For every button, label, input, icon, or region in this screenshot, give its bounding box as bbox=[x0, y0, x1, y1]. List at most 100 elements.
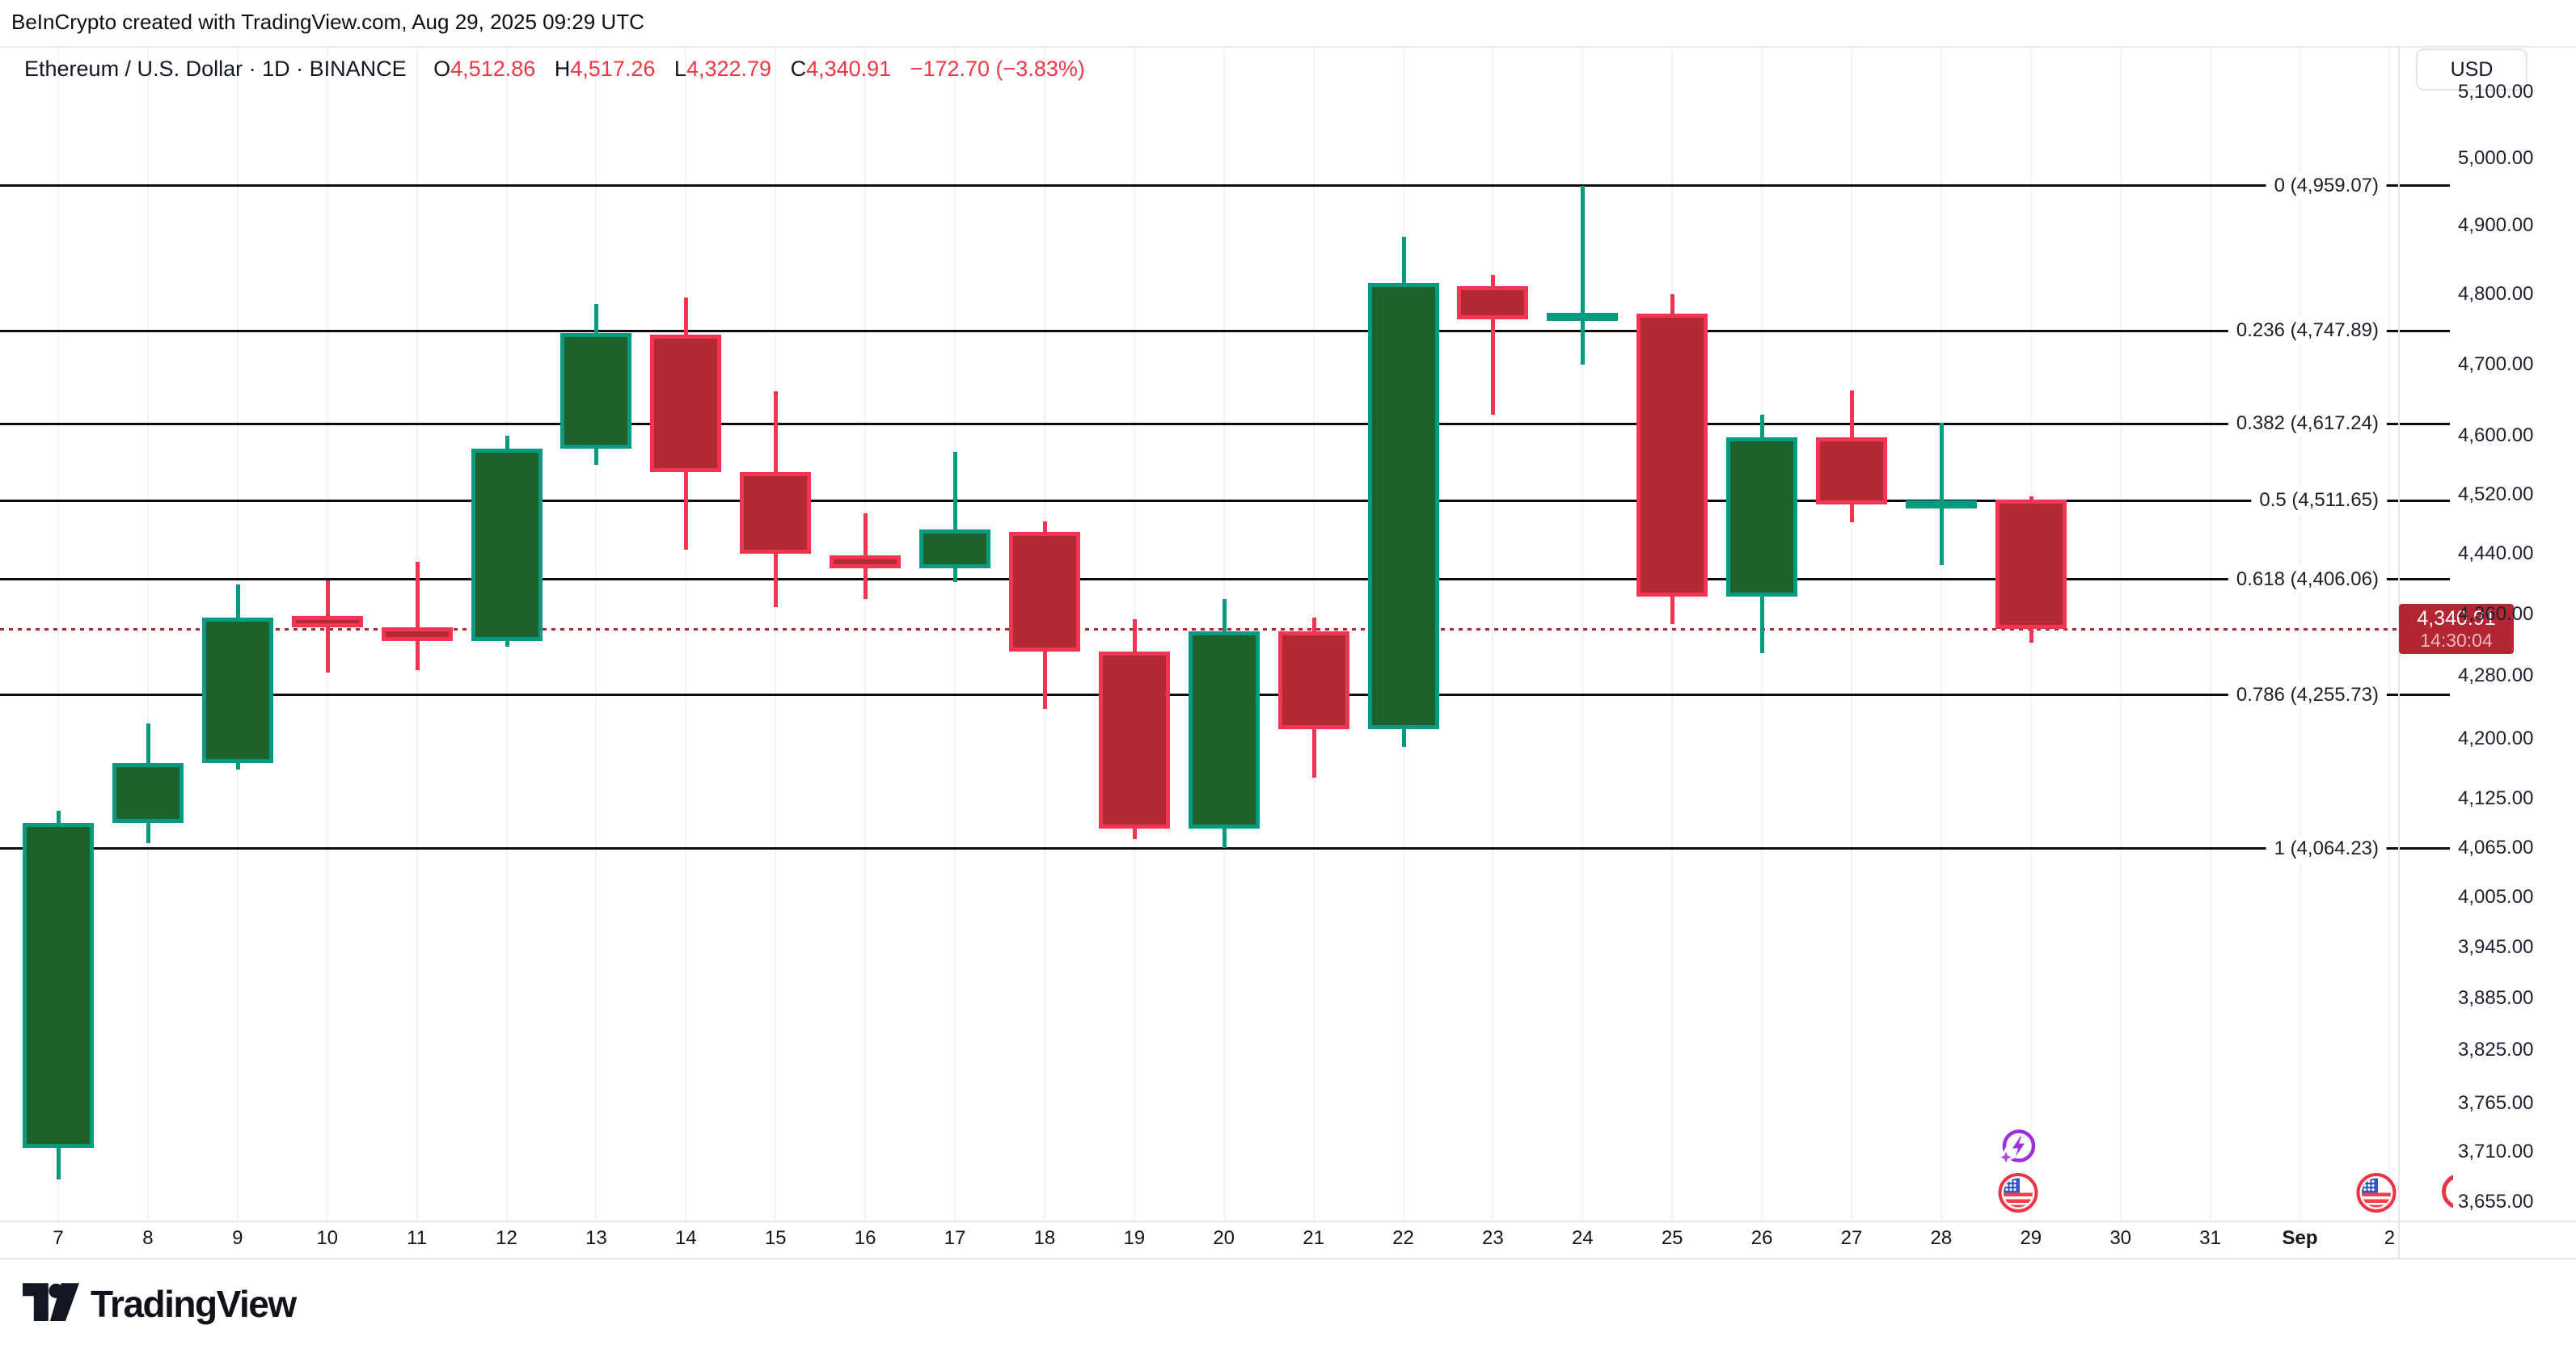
vertical-gridline bbox=[146, 47, 149, 1221]
fib-level-label: 0.382 (4,617.24) bbox=[2228, 410, 2387, 438]
date-tick-label: 20 bbox=[1213, 1227, 1235, 1249]
us-flag-icon[interactable] bbox=[1998, 1173, 2038, 1217]
date-tick-label: 25 bbox=[1661, 1227, 1683, 1249]
date-tick-label: 31 bbox=[2199, 1227, 2221, 1249]
us-flag-icon[interactable] bbox=[2356, 1173, 2397, 1217]
fib-level-line-stub bbox=[2398, 578, 2450, 581]
price-tick-label: 4,700.00 bbox=[2458, 352, 2534, 375]
date-tick-label: 21 bbox=[1303, 1227, 1324, 1249]
fib-level-line[interactable] bbox=[0, 184, 2398, 188]
candle-aug-18[interactable] bbox=[1008, 531, 1080, 652]
candle-aug-12[interactable] bbox=[471, 448, 543, 642]
candle-aug-27[interactable] bbox=[1816, 437, 1887, 505]
fib-level-label: 0.5 (4,511.65) bbox=[2251, 487, 2387, 515]
symbol-title[interactable]: Ethereum / U.S. Dollar · 1D · BINANCE bbox=[24, 57, 407, 81]
fib-level-line[interactable] bbox=[0, 847, 2398, 850]
fib-level-line[interactable] bbox=[0, 422, 2398, 425]
candle-aug-11[interactable] bbox=[381, 627, 453, 642]
candle-aug-8[interactable] bbox=[112, 762, 184, 824]
price-tick-label: 4,800.00 bbox=[2458, 283, 2534, 306]
date-tick-label: 22 bbox=[1392, 1227, 1414, 1249]
price-tick-label: 3,825.00 bbox=[2458, 1039, 2534, 1061]
vertical-gridline bbox=[2299, 47, 2301, 1221]
candle-aug-10[interactable] bbox=[291, 616, 363, 628]
currency-unit-button[interactable]: USD bbox=[2416, 49, 2527, 91]
candle-aug-16[interactable] bbox=[830, 555, 902, 568]
attribution-text: BeInCrypto created with TradingView.com,… bbox=[11, 10, 644, 34]
candle-aug-20[interactable] bbox=[1188, 631, 1260, 829]
candle-wick bbox=[953, 452, 957, 582]
vertical-gridline bbox=[1940, 47, 1942, 1221]
date-tick-label: 9 bbox=[232, 1227, 243, 1249]
date-tick-label: 14 bbox=[674, 1227, 697, 1249]
candle-aug-22[interactable] bbox=[1367, 283, 1439, 730]
vertical-gridline bbox=[1581, 47, 1584, 1221]
vertical-gridline bbox=[2209, 47, 2211, 1221]
date-tick-label: 23 bbox=[1482, 1227, 1504, 1249]
candle-aug-28[interactable] bbox=[1905, 500, 1977, 508]
low-value: 4,322.79 bbox=[686, 57, 772, 81]
fib-level-line-stub bbox=[2398, 422, 2450, 425]
fib-level-line[interactable] bbox=[0, 329, 2398, 332]
price-tick-label: 4,600.00 bbox=[2458, 424, 2534, 447]
date-tick-label: 13 bbox=[585, 1227, 607, 1249]
date-tick-label: 7 bbox=[53, 1227, 64, 1249]
candle-aug-25[interactable] bbox=[1636, 314, 1708, 597]
current-price-value: 4,340.91 bbox=[2417, 606, 2496, 630]
us-flag-partial-icon[interactable] bbox=[2442, 1174, 2454, 1216]
candle-aug-26[interactable] bbox=[1726, 437, 1798, 597]
high-label: H bbox=[554, 57, 571, 81]
fib-level-line[interactable] bbox=[0, 578, 2398, 581]
price-tick-label: 4,900.00 bbox=[2458, 214, 2534, 237]
candle-aug-14[interactable] bbox=[650, 335, 722, 473]
candle-aug-29[interactable] bbox=[1995, 500, 2067, 630]
candle-aug-19[interactable] bbox=[1098, 651, 1170, 829]
vertical-gridline bbox=[595, 47, 598, 1221]
fib-level-line[interactable] bbox=[0, 499, 2398, 502]
footer-divider bbox=[0, 1258, 2576, 1259]
candle-aug-15[interactable] bbox=[740, 472, 812, 555]
vertical-gridline bbox=[1671, 47, 1674, 1221]
date-tick-label: 24 bbox=[1571, 1227, 1594, 1249]
price-tick-label: 4,065.00 bbox=[2458, 836, 2534, 859]
date-tick-label: 15 bbox=[764, 1227, 787, 1249]
vertical-gridline bbox=[954, 47, 956, 1221]
close-label: C bbox=[790, 57, 807, 81]
bar-countdown: 14:30:04 bbox=[2420, 630, 2493, 652]
candle-aug-21[interactable] bbox=[1277, 631, 1349, 730]
price-tick-label: 4,200.00 bbox=[2458, 728, 2534, 750]
fib-level-label: 0.786 (4,255.73) bbox=[2228, 681, 2387, 709]
date-tick-label: 12 bbox=[496, 1227, 517, 1249]
fib-level-label: 1 (4,064.23) bbox=[2266, 834, 2387, 863]
candle-aug-7[interactable] bbox=[23, 823, 94, 1148]
vertical-gridline bbox=[1492, 47, 1494, 1221]
date-tick-label: 28 bbox=[1930, 1227, 1953, 1249]
candle-aug-23[interactable] bbox=[1457, 285, 1529, 320]
price-tick-label: 4,440.00 bbox=[2458, 542, 2534, 565]
candle-aug-24[interactable] bbox=[1547, 312, 1619, 321]
candle-wick bbox=[1581, 185, 1586, 365]
vertical-gridline bbox=[685, 47, 687, 1221]
symbol-legend[interactable]: Ethereum / U.S. Dollar · 1D · BINANCE O 4… bbox=[24, 57, 1085, 82]
tradingview-wordmark[interactable]: TradingView bbox=[91, 1283, 297, 1325]
vertical-gridline bbox=[775, 47, 777, 1221]
tradingview-logo-icon[interactable] bbox=[23, 1280, 79, 1334]
price-tick-label: 4,520.00 bbox=[2458, 483, 2534, 505]
candle-aug-13[interactable] bbox=[560, 332, 632, 449]
fib-level-line-stub bbox=[2398, 329, 2450, 332]
date-tick-label: 8 bbox=[142, 1227, 154, 1249]
date-tick-label: 11 bbox=[407, 1227, 428, 1249]
date-tick-label: Sep bbox=[2282, 1227, 2318, 1249]
ai-spark-icon[interactable] bbox=[1995, 1127, 2039, 1173]
close-value: 4,340.91 bbox=[806, 57, 892, 81]
candle-wick bbox=[1491, 275, 1496, 415]
open-label: O bbox=[433, 57, 451, 81]
candle-aug-9[interactable] bbox=[201, 617, 273, 763]
candle-aug-17[interactable] bbox=[919, 529, 990, 568]
top-divider bbox=[0, 46, 2576, 48]
current-price-line bbox=[0, 627, 2398, 631]
vertical-gridline bbox=[2119, 47, 2122, 1221]
high-value: 4,517.26 bbox=[570, 57, 656, 81]
